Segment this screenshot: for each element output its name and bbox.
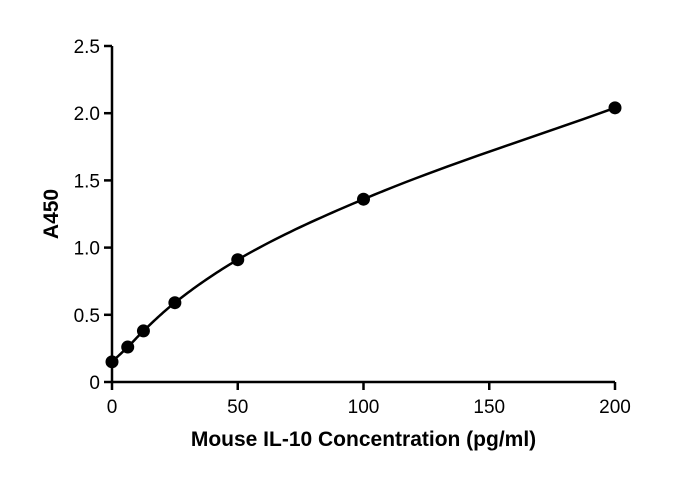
x-tick-label: 0 [107, 397, 118, 418]
data-point [608, 101, 622, 115]
y-tick-label: 0 [89, 373, 100, 394]
y-tick-label: 0.5 [74, 306, 100, 327]
data-point [168, 296, 182, 310]
data-point [231, 253, 245, 267]
x-axis-title: Mouse IL-10 Concentration (pg/ml) [191, 428, 536, 451]
x-tick-label: 150 [473, 397, 505, 418]
y-axis-ticks: 0 0.5 1.0 1.5 2.0 2.5 [74, 37, 112, 394]
y-tick-label: 1.5 [74, 171, 100, 192]
y-tick-label: 2.5 [74, 37, 100, 58]
fit-curve-layer [111, 106, 616, 363]
data-point [136, 324, 150, 338]
x-tick-label: 50 [227, 397, 248, 418]
fit-curve [111, 106, 616, 363]
x-tick-label: 100 [348, 397, 380, 418]
data-point [121, 340, 135, 354]
x-axis-ticks: 0 50 100 150 200 [107, 382, 631, 418]
x-tick-label: 200 [599, 397, 631, 418]
data-points-layer [105, 101, 622, 369]
data-point [357, 192, 370, 206]
y-tick-label: 1.0 [74, 239, 100, 260]
y-tick-label: 2.0 [74, 104, 100, 125]
y-axis-title: A450 [40, 189, 63, 239]
